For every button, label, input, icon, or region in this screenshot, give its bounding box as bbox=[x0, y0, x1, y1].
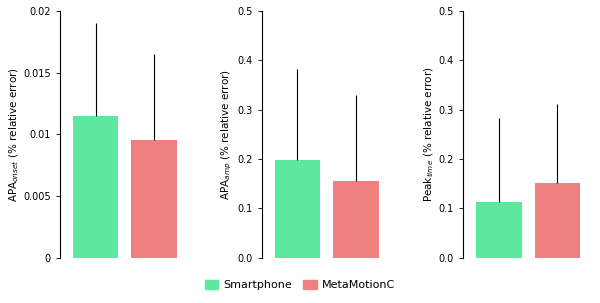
Bar bbox=[333, 181, 379, 258]
Legend: Smartphone, MetaMotionC: Smartphone, MetaMotionC bbox=[200, 275, 400, 295]
Bar bbox=[476, 202, 521, 258]
Bar bbox=[131, 140, 177, 258]
Bar bbox=[275, 160, 320, 258]
Y-axis label: APA$_{amp}$ (% relative error): APA$_{amp}$ (% relative error) bbox=[220, 69, 235, 200]
Y-axis label: Peak$_{time}$ (% relative error): Peak$_{time}$ (% relative error) bbox=[422, 66, 436, 202]
Y-axis label: APA$_{onset}$ (% relative error): APA$_{onset}$ (% relative error) bbox=[7, 67, 20, 202]
Bar bbox=[535, 183, 580, 258]
Bar bbox=[73, 116, 118, 258]
